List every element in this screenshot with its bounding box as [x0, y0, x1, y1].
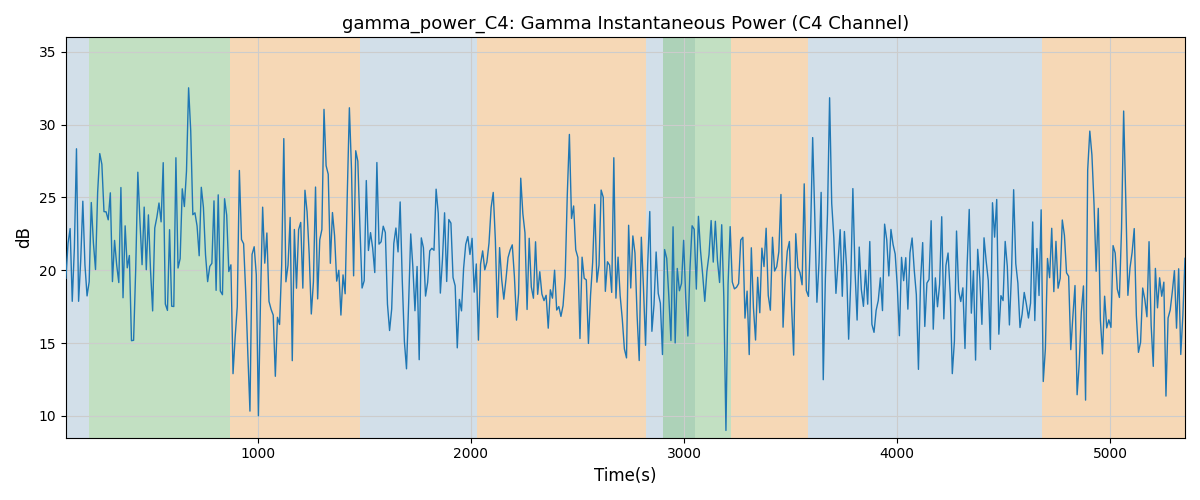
Bar — [808, 38, 1042, 438]
Bar — [89, 38, 230, 438]
Y-axis label: dB: dB — [16, 226, 34, 248]
Bar — [66, 38, 89, 438]
Bar — [1042, 38, 1186, 438]
Bar — [731, 38, 808, 438]
X-axis label: Time(s): Time(s) — [594, 467, 656, 485]
Bar — [646, 38, 695, 438]
Bar — [478, 38, 646, 438]
Bar — [360, 38, 478, 438]
Bar — [230, 38, 360, 438]
Bar — [662, 38, 731, 438]
Title: gamma_power_C4: Gamma Instantaneous Power (C4 Channel): gamma_power_C4: Gamma Instantaneous Powe… — [342, 15, 910, 34]
